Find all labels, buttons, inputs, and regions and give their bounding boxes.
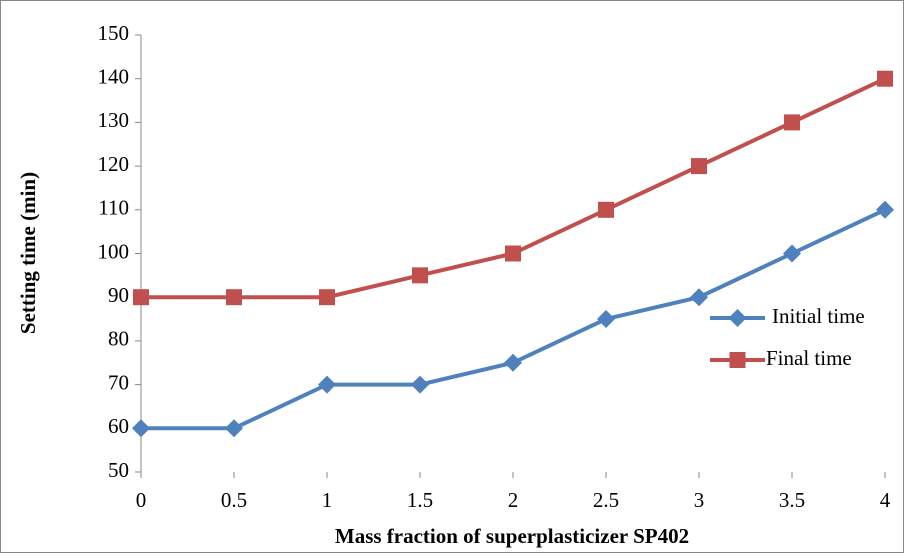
legend-marker bbox=[729, 352, 746, 368]
x-tick-label: 0 bbox=[136, 488, 147, 512]
data-point bbox=[877, 70, 893, 87]
legend-marker bbox=[728, 309, 747, 327]
y-tick-label: 140 bbox=[98, 65, 130, 89]
x-tick-label: 2 bbox=[508, 488, 519, 512]
legend-label: Final time bbox=[766, 346, 852, 370]
y-tick-label: 90 bbox=[108, 283, 129, 307]
x-tick-label: 1.5 bbox=[407, 488, 433, 512]
y-tick-label: 70 bbox=[108, 370, 129, 394]
x-tick-label: 3 bbox=[694, 488, 705, 512]
data-point bbox=[225, 419, 243, 438]
x-tick-label: 0.5 bbox=[221, 488, 247, 512]
data-point bbox=[784, 114, 800, 131]
data-point bbox=[412, 267, 428, 284]
y-axis-label: Setting time (min) bbox=[16, 172, 40, 334]
x-tick-label: 2.5 bbox=[593, 488, 619, 512]
data-point bbox=[411, 375, 429, 394]
legend-label: Initial time bbox=[772, 304, 865, 328]
y-tick-label: 130 bbox=[98, 108, 130, 132]
x-tick-label: 4 bbox=[880, 488, 891, 512]
data-point bbox=[133, 289, 149, 306]
y-tick-label: 60 bbox=[108, 414, 129, 438]
y-tick-label: 100 bbox=[98, 239, 130, 263]
y-tick-label: 150 bbox=[98, 21, 130, 45]
data-point bbox=[876, 200, 894, 219]
data-point bbox=[783, 244, 801, 263]
data-point bbox=[504, 353, 522, 372]
data-point bbox=[226, 289, 242, 306]
y-tick-label: 110 bbox=[98, 196, 129, 220]
data-point bbox=[319, 289, 335, 306]
data-point bbox=[318, 375, 336, 394]
x-tick-label: 3.5 bbox=[779, 488, 805, 512]
y-tick-label: 80 bbox=[108, 327, 129, 351]
data-point bbox=[505, 245, 521, 262]
data-point bbox=[132, 419, 150, 438]
data-point bbox=[598, 201, 614, 218]
x-axis-label: Mass fraction of superplasticizer SP402 bbox=[335, 524, 689, 548]
data-point bbox=[690, 288, 708, 307]
data-point bbox=[597, 310, 615, 329]
x-tick-label: 1 bbox=[322, 488, 333, 512]
y-tick-label: 50 bbox=[108, 458, 129, 482]
y-tick-label: 120 bbox=[98, 152, 130, 176]
data-point bbox=[691, 158, 707, 175]
